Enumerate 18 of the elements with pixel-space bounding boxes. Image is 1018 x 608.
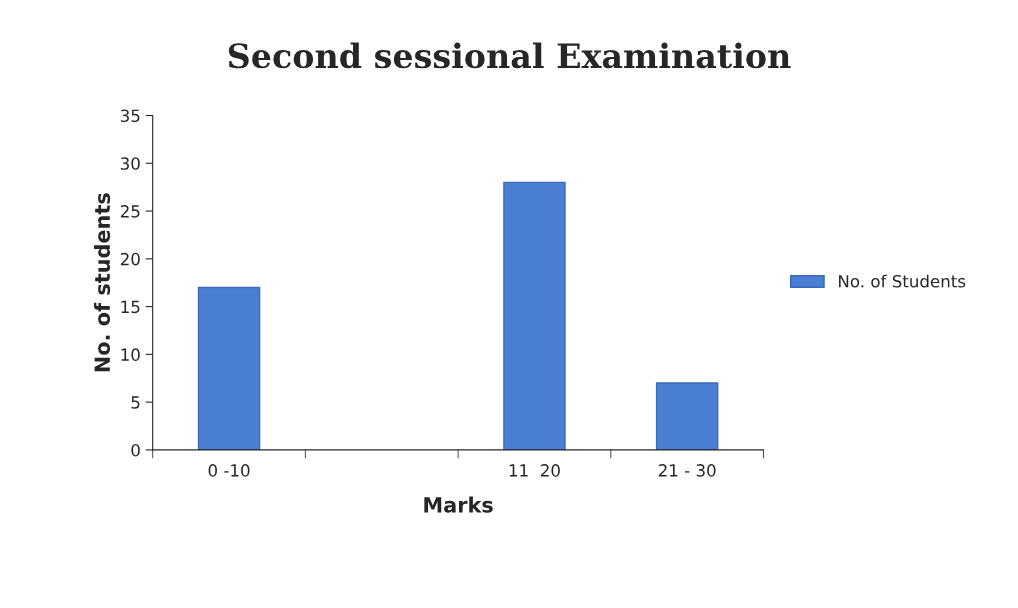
chart-title: Second sessional Examination [228,42,791,69]
y-axis-title: No. of students [93,193,111,372]
y-tick-label: 5 [131,396,140,409]
bar [503,181,566,450]
x-tick-label: 21 - 30 [658,464,716,477]
x-tick-label: 11 20 [509,464,560,477]
legend-label: No. of Students [839,274,966,288]
y-tick-label: 35 [120,109,140,123]
x-tick-label: 0 -10 [208,464,250,477]
y-tick-label: 0 [131,443,140,457]
y-tick-label: 30 [120,157,140,170]
y-tick-label: 10 [121,348,140,361]
y-tick-label: 15 [121,300,140,314]
bar [197,286,261,450]
bar [655,382,719,450]
y-tick-label: 20 [120,252,140,266]
y-tick-label: 25 [120,205,140,218]
x-axis-title: Marks [424,496,493,513]
